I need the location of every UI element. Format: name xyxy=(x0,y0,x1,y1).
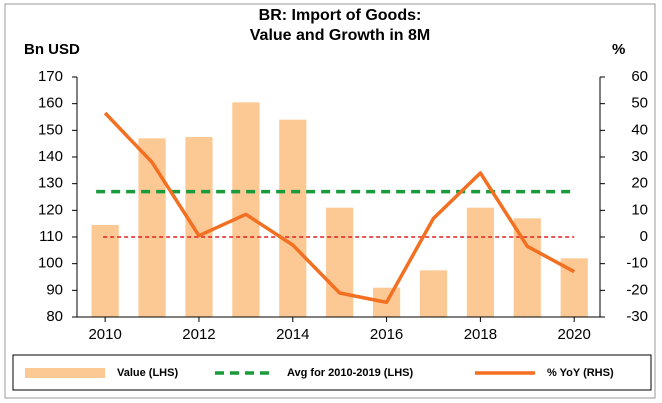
bar xyxy=(185,137,213,317)
y-tick-label: 120 xyxy=(38,201,63,218)
x-tick-label: 2012 xyxy=(182,326,215,343)
bar xyxy=(326,207,354,317)
y2-tick-label: -10 xyxy=(626,255,648,272)
chart-title: Value and Growth in 8M xyxy=(250,27,430,44)
legend-label: Avg for 2010-2019 (LHS) xyxy=(287,367,413,379)
x-tick-label: 2014 xyxy=(276,326,309,343)
chart-title: BR: Import of Goods: xyxy=(259,7,422,24)
y2-tick-label: 50 xyxy=(631,95,648,112)
x-tick-label: 2018 xyxy=(464,326,497,343)
legend-label: % YoY (RHS) xyxy=(547,367,614,379)
y2-tick-label: 0 xyxy=(640,228,648,245)
y-tick-label: 150 xyxy=(38,121,63,138)
chart-frame xyxy=(4,3,656,399)
x-tick-label: 2020 xyxy=(558,326,591,343)
bar xyxy=(138,138,166,317)
legend-label: Value (LHS) xyxy=(117,367,178,379)
y2-tick-label: -30 xyxy=(626,308,648,325)
bar xyxy=(419,270,448,317)
y-tick-label: 100 xyxy=(38,255,63,272)
legend-box xyxy=(12,354,652,391)
y2-tick-label: 60 xyxy=(631,68,648,85)
y-tick-label: 130 xyxy=(38,175,63,192)
bar xyxy=(91,225,119,317)
legend-swatch xyxy=(25,368,105,378)
y2-tick-label: 40 xyxy=(631,121,648,138)
y2-axis-label: % xyxy=(612,41,625,58)
y2-tick-label: 20 xyxy=(631,175,648,192)
y-tick-label: 170 xyxy=(38,68,63,85)
y2-tick-label: 30 xyxy=(631,148,648,165)
bar xyxy=(232,102,260,317)
yoy-line xyxy=(103,111,576,305)
y-tick-label: 160 xyxy=(38,95,63,112)
y-tick-label: 110 xyxy=(39,228,63,245)
y2-tick-label: -20 xyxy=(626,281,648,298)
bar xyxy=(466,207,494,317)
y-axis-label: Bn USD xyxy=(24,41,80,58)
y-tick-label: 80 xyxy=(46,308,63,325)
y-tick-label: 140 xyxy=(38,148,63,165)
y2-tick-label: 10 xyxy=(631,201,648,218)
x-tick-label: 2010 xyxy=(88,326,121,343)
y-tick-label: 90 xyxy=(46,281,63,298)
x-tick-label: 2016 xyxy=(370,326,403,343)
bar xyxy=(279,119,307,318)
